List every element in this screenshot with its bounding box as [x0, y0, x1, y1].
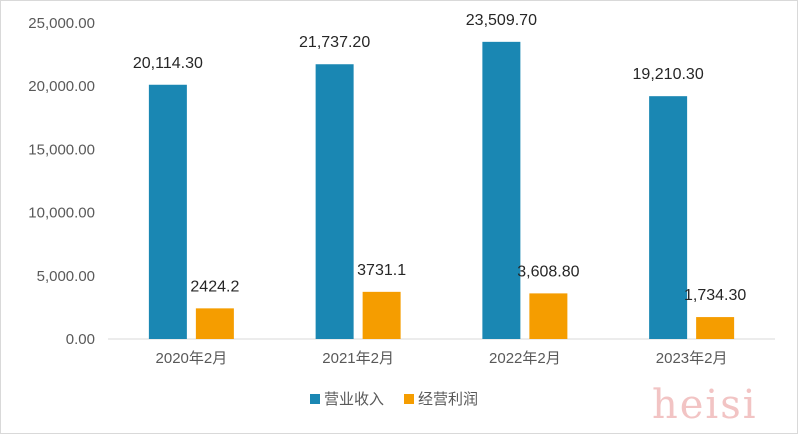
y-tick-label: 5,000.00: [37, 268, 95, 285]
bar: [529, 293, 568, 339]
legend-label: 营业收入: [324, 391, 384, 408]
x-tick-label: 2020年2月: [156, 350, 228, 367]
y-tick-label: 25,000.00: [28, 15, 95, 32]
bars: [148, 41, 735, 339]
y-tick-label: 0.00: [66, 331, 95, 348]
y-tick-label: 10,000.00: [28, 205, 95, 222]
data-label: 23,509.70: [466, 12, 537, 29]
x-tick-label: 2023年2月: [656, 350, 728, 367]
data-label: 2424.2: [190, 278, 239, 295]
y-tick-label: 15,000.00: [28, 141, 95, 158]
bar: [315, 64, 354, 339]
bar: [195, 308, 234, 339]
data-label: 21,737.20: [299, 34, 370, 51]
legend-swatch: [310, 394, 320, 404]
bar: [482, 41, 521, 339]
legend-label: 经营利润: [418, 391, 478, 408]
data-label: 19,210.30: [633, 66, 704, 83]
bar: [649, 96, 688, 339]
y-tick-label: 20,000.00: [28, 78, 95, 95]
legend-swatch: [404, 394, 414, 404]
watermark-text: heisi: [652, 382, 758, 428]
data-label: 20,114.30: [133, 55, 203, 72]
bar: [148, 84, 187, 339]
data-label: 3731.1: [357, 262, 406, 279]
x-tick-label: 2022年2月: [489, 350, 561, 367]
data-label: 3,608.80: [517, 263, 579, 280]
x-axis-ticks: 2020年2月 2021年2月 2022年2月 2023年2月: [156, 350, 728, 367]
legend: 营业收入 经营利润: [310, 391, 478, 408]
bar: [362, 291, 401, 339]
data-labels: 20,114.30 2424.2 21,737.20 3731.1 23,509.70 3…: [133, 12, 746, 304]
x-tick-label: 2021年2月: [322, 350, 394, 367]
bar: [696, 317, 735, 339]
y-axis-ticks: 0.00 5,000.00 10,000.00 15,000.00 20,000.00 2…: [28, 15, 95, 348]
data-label: 1,734.30: [684, 287, 746, 304]
